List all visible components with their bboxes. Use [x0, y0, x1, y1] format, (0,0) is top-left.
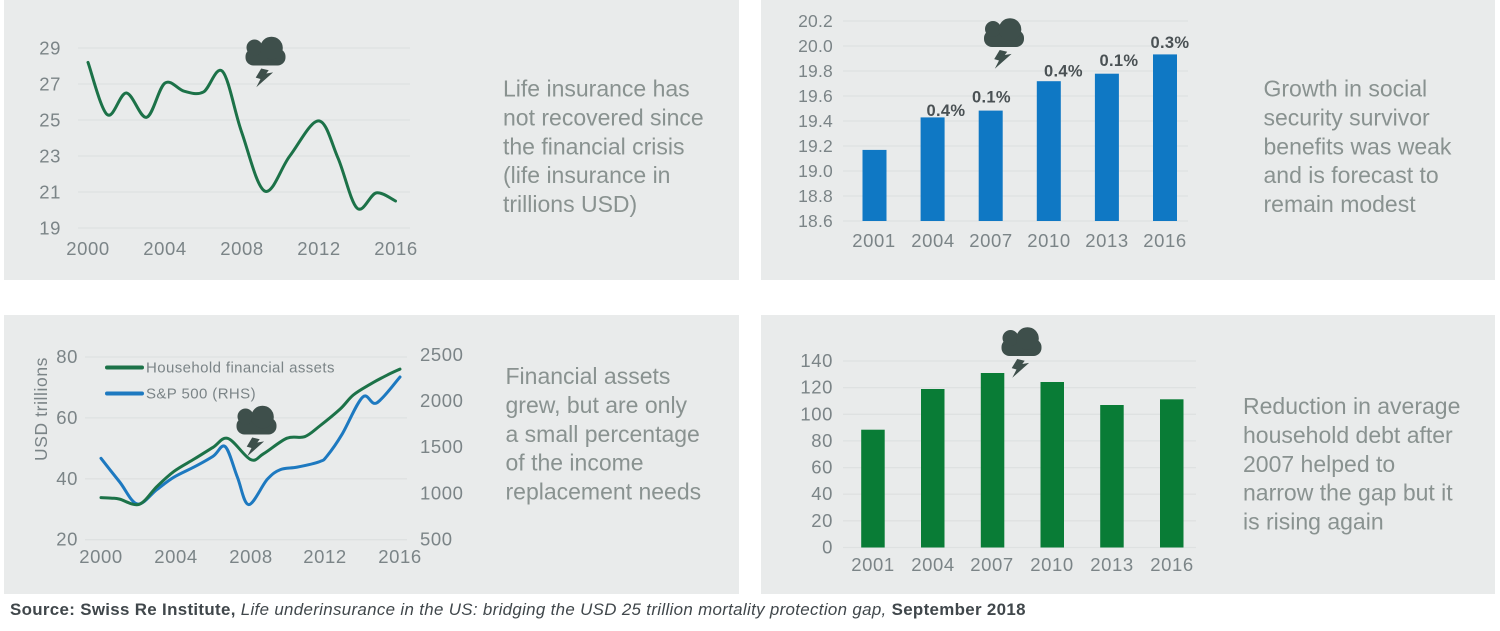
- svg-text:remain modest: remain modest: [1264, 191, 1417, 217]
- svg-text:2016: 2016: [374, 238, 418, 259]
- svg-text:a small percentage: a small percentage: [506, 421, 700, 447]
- svg-text:Source: Swiss Re Institute, Li: Source: Swiss Re Institute, Life underin…: [10, 600, 1026, 619]
- svg-text:2016: 2016: [378, 546, 422, 567]
- svg-text:20: 20: [811, 510, 833, 531]
- svg-text:2012: 2012: [297, 238, 341, 259]
- svg-text:500: 500: [420, 528, 453, 549]
- svg-text:2008: 2008: [229, 546, 273, 567]
- svg-text:0.1%: 0.1%: [1100, 52, 1139, 70]
- svg-text:19.2: 19.2: [798, 136, 833, 156]
- svg-text:Financial assets: Financial assets: [506, 363, 671, 389]
- svg-text:benefits was weak: benefits was weak: [1264, 133, 1452, 159]
- svg-text:1000: 1000: [420, 482, 464, 503]
- svg-text:140: 140: [800, 350, 833, 371]
- svg-text:2007 helped to: 2007 helped to: [1243, 451, 1395, 477]
- svg-text:grew, but are only: grew, but are only: [506, 392, 688, 418]
- svg-text:0.3%: 0.3%: [1151, 34, 1190, 52]
- svg-text:household debt after: household debt after: [1243, 422, 1453, 448]
- svg-text:0: 0: [822, 537, 833, 558]
- svg-text:Household financial assets: Household financial assets: [146, 360, 335, 377]
- svg-text:of the income: of the income: [506, 450, 644, 476]
- svg-text:18.8: 18.8: [798, 186, 833, 206]
- svg-text:20.2: 20.2: [798, 11, 833, 31]
- svg-text:2010: 2010: [1030, 554, 1074, 575]
- svg-text:2001: 2001: [852, 230, 896, 251]
- svg-text:27: 27: [39, 74, 61, 95]
- svg-text:the financial crisis: the financial crisis: [503, 133, 685, 159]
- svg-text:Life insurance has: Life insurance has: [503, 76, 690, 102]
- svg-text:2004: 2004: [143, 238, 187, 259]
- svg-text:60: 60: [811, 457, 833, 478]
- svg-text:19.4: 19.4: [798, 111, 833, 131]
- svg-text:20: 20: [56, 529, 78, 550]
- svg-text:replacement needs: replacement needs: [506, 479, 702, 505]
- svg-text:25: 25: [39, 110, 61, 131]
- svg-text:18.6: 18.6: [798, 211, 833, 231]
- svg-text:Growth in social: Growth in social: [1264, 76, 1428, 102]
- svg-text:trillions USD): trillions USD): [503, 191, 637, 217]
- svg-text:2500: 2500: [420, 344, 464, 365]
- svg-text:60: 60: [56, 407, 78, 428]
- svg-text:23: 23: [39, 146, 61, 167]
- svg-text:2016: 2016: [1150, 554, 1194, 575]
- svg-text:(life insurance in: (life insurance in: [503, 162, 670, 188]
- svg-text:29: 29: [39, 38, 61, 59]
- svg-text:and is forecast to: and is forecast to: [1264, 162, 1439, 188]
- svg-text:S&P 500 (RHS): S&P 500 (RHS): [146, 386, 256, 403]
- svg-text:2001: 2001: [851, 554, 895, 575]
- svg-text:21: 21: [39, 182, 61, 203]
- svg-text:0.1%: 0.1%: [972, 89, 1011, 107]
- svg-text:narrow the gap but it: narrow the gap but it: [1243, 480, 1453, 506]
- svg-text:0.4%: 0.4%: [1044, 63, 1083, 81]
- svg-text:1500: 1500: [420, 436, 464, 457]
- svg-text:not recovered since: not recovered since: [503, 104, 704, 130]
- svg-text:Reduction in average: Reduction in average: [1243, 393, 1460, 419]
- svg-text:19.6: 19.6: [798, 86, 833, 106]
- svg-text:2000: 2000: [79, 546, 123, 567]
- svg-text:USD trillions: USD trillions: [31, 357, 51, 461]
- svg-text:19.0: 19.0: [798, 161, 833, 181]
- svg-text:100: 100: [800, 403, 833, 424]
- svg-text:2007: 2007: [970, 554, 1014, 575]
- svg-text:40: 40: [56, 468, 78, 489]
- svg-text:80: 80: [811, 430, 833, 451]
- svg-text:2004: 2004: [911, 230, 955, 251]
- svg-text:2000: 2000: [66, 238, 110, 259]
- svg-text:40: 40: [811, 483, 833, 504]
- svg-text:2016: 2016: [1143, 230, 1187, 251]
- svg-text:security survivor: security survivor: [1264, 104, 1430, 130]
- svg-text:is rising again: is rising again: [1243, 509, 1384, 535]
- svg-text:19: 19: [39, 218, 61, 239]
- svg-text:19.8: 19.8: [798, 61, 833, 81]
- svg-text:2000: 2000: [420, 390, 464, 411]
- svg-text:20.0: 20.0: [798, 36, 833, 56]
- svg-text:2013: 2013: [1085, 230, 1129, 251]
- svg-text:2008: 2008: [220, 238, 264, 259]
- svg-text:0.4%: 0.4%: [927, 102, 966, 120]
- svg-text:2012: 2012: [303, 546, 347, 567]
- svg-text:80: 80: [56, 346, 78, 367]
- svg-text:2007: 2007: [969, 230, 1013, 251]
- svg-text:2004: 2004: [911, 554, 955, 575]
- svg-text:2004: 2004: [154, 546, 198, 567]
- svg-text:120: 120: [800, 377, 833, 398]
- svg-text:2013: 2013: [1090, 554, 1134, 575]
- svg-text:2010: 2010: [1027, 230, 1071, 251]
